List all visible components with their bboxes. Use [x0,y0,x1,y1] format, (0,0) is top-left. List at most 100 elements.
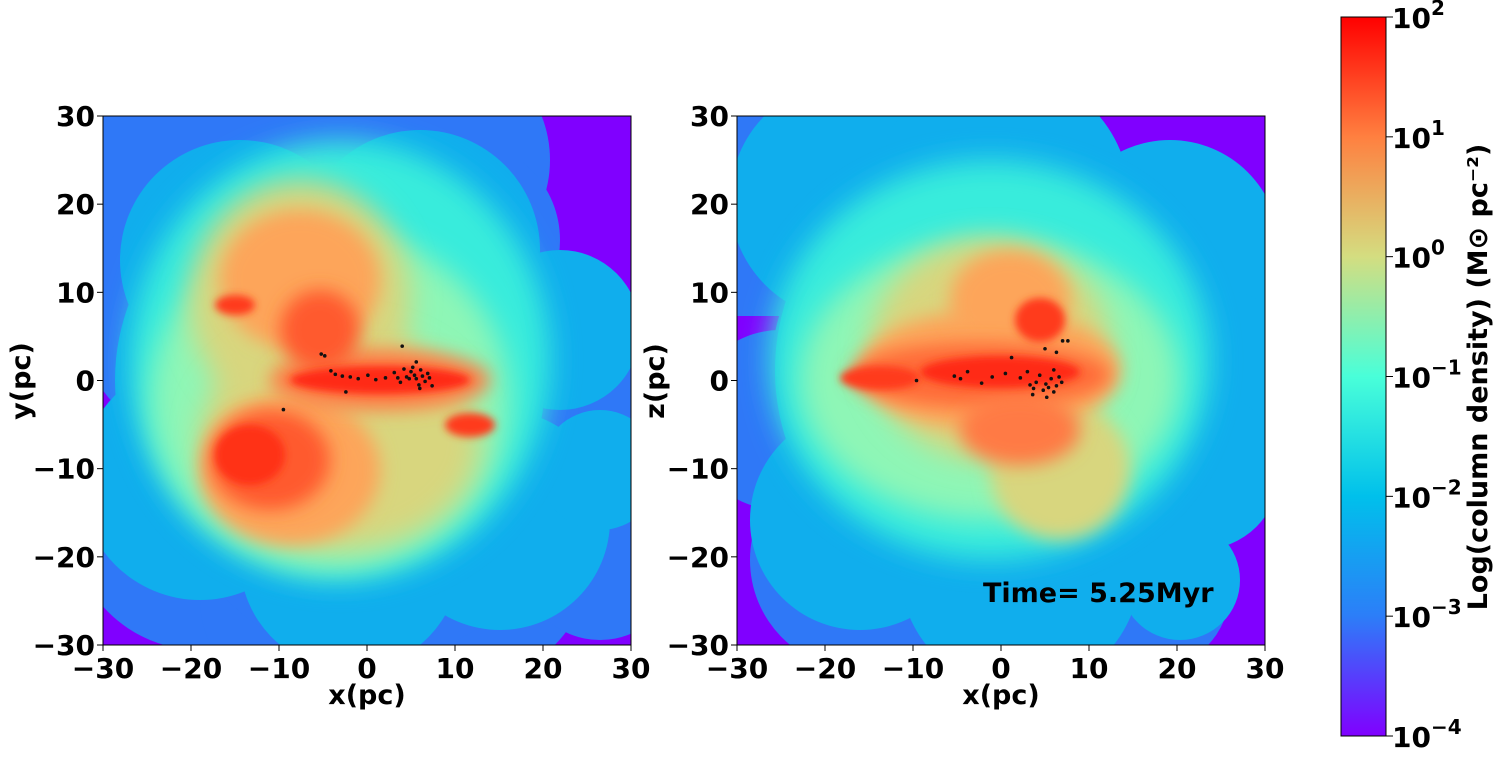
x-tick-label: −30 [706,652,768,685]
x-tick-label: −10 [882,652,944,685]
star-particle [398,380,403,385]
star-particle [1030,392,1035,397]
star-particle [322,354,327,358]
colorbar-tick-exponent: 0 [1431,236,1445,260]
x-tick-label: 10 [436,652,475,685]
colorbar-tick-base: 10 [1392,122,1431,155]
star-particle [366,373,370,378]
star-particle [417,383,421,387]
star-particle [356,376,361,381]
star-particle [414,360,419,364]
colorbar-tick-base: 10 [1392,2,1431,35]
colorbar-tick-exponent: −1 [1431,356,1462,380]
colorbar-tick-label: 10−2 [1392,475,1462,514]
y-tick-label: −30 [667,629,729,662]
star-particle [1044,382,1048,386]
star-particle [344,390,348,394]
y-tick-label: 30 [56,100,95,133]
y-tick-label: 30 [690,100,729,133]
y-tick-label: 20 [690,188,729,221]
x-tick-label: 30 [1246,652,1285,685]
star-particle [1057,375,1061,379]
colorbar-tick-base: 10 [1392,242,1431,275]
star-particle [979,381,984,385]
y-tick-label: 10 [56,276,95,309]
x-tick-label: 20 [1158,652,1197,685]
star-particle [423,379,427,384]
x-tick-label: 10 [1070,652,1109,685]
star-particle [1031,386,1036,391]
star-particles-xz [914,339,1070,400]
star-particle [430,383,434,388]
colorbar-tick-label: 10−4 [1392,715,1462,754]
colorbar-tick-base: 10 [1392,481,1431,514]
star-particle [427,376,432,380]
star-particle [402,367,406,371]
star-particle [392,370,397,375]
star-particle [374,377,378,382]
star-particle [407,376,412,381]
star-particle [1049,376,1053,381]
y-tick-label: −10 [667,453,729,486]
colorbar-tick-label: 100 [1392,236,1445,275]
star-particle [414,376,419,381]
star-particle [333,372,338,377]
star-particle [1054,350,1059,355]
axes-xz: −30 −20 −10 0 10 20 30 −30 −20 −10 0 10 20 30 [667,100,1285,685]
x-tick-label: 0 [991,652,1010,685]
star-particle [340,374,345,378]
star-particle [418,386,422,391]
y-tick-label: −10 [33,453,95,486]
y-tick-label: 0 [710,365,729,398]
y-tick-label: 20 [56,188,95,221]
colorbar [1340,16,1387,737]
star-particle [1009,355,1014,360]
star-particle [958,376,963,381]
star-particle [412,373,417,378]
star-particle [1054,383,1059,388]
star-particle [1037,373,1042,378]
x-tick-label: −10 [248,652,310,685]
star-particle [1041,388,1046,392]
star-particle [1046,385,1051,390]
star-particle [1052,390,1056,394]
star-particle [914,378,919,383]
star-particle [952,374,957,378]
star-particle [425,371,430,376]
star-particle [348,375,353,379]
star-particle [1018,376,1023,380]
colorbar-tick-exponent: −4 [1431,715,1462,739]
x-tick-label: 30 [612,652,651,685]
x-tick-label: 20 [524,652,563,685]
x-axis-label-xy: x(pc) [328,680,405,711]
star-particle [1044,395,1049,400]
colorbar-tick-exponent: −3 [1431,595,1462,619]
y-tick-label: 10 [690,276,729,309]
colorbar-label: Log(column density) (M⊙ pc⁻²) [1463,144,1494,611]
colorbar-tick-label: 10−3 [1392,595,1462,634]
star-particle [404,375,409,379]
density-map-xy [103,116,631,645]
star-particle [420,374,425,378]
star-particle [410,365,415,370]
x-axis-label-xz: x(pc) [962,680,1039,711]
x-tick-label: −20 [794,652,856,685]
y-tick-label: 0 [76,365,95,398]
star-particle [1052,368,1056,372]
star-particle [418,368,423,372]
colorbar-tick-label: 102 [1392,0,1445,35]
y-axis-label-xz: z(pc) [640,343,671,419]
time-annotation: Time= 5.25Myr [983,578,1214,609]
star-particle [329,369,333,373]
y-tick-label: −20 [33,541,95,574]
star-particle [319,352,324,356]
star-particle [1025,369,1030,374]
star-particle [383,376,388,380]
colorbar-tick-label: 101 [1392,116,1445,155]
star-particle [1060,339,1065,343]
colorbar-tick-base: 10 [1392,362,1431,395]
star-particle [1003,371,1008,376]
star-particles-xy [281,344,434,412]
